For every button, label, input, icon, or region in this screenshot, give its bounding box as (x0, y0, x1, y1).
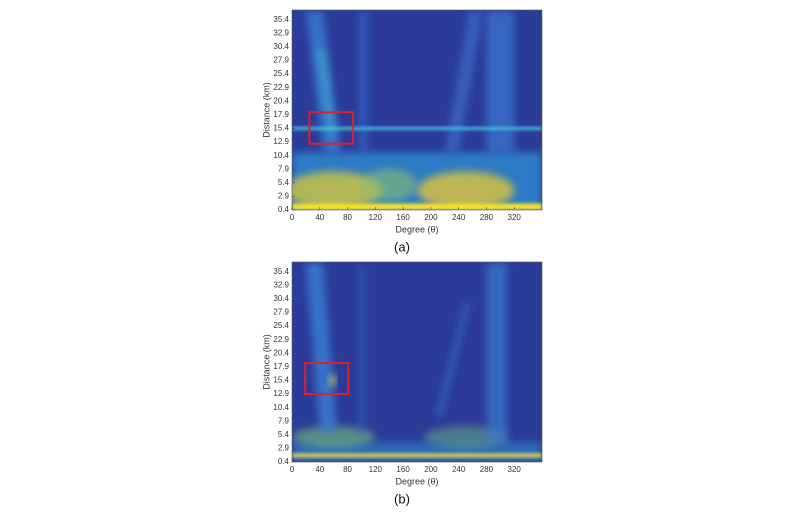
x-tick-label: 0 (290, 213, 295, 222)
heatmap-texture (361, 168, 417, 202)
y-tick-label: 5.4 (278, 178, 290, 187)
x-tick-label: 0 (290, 465, 295, 474)
y-tick-label: 25.4 (273, 69, 289, 78)
plot-frame (291, 261, 543, 463)
y-tick-label: 20.4 (273, 96, 289, 105)
y-tick-label: 27.9 (273, 308, 289, 317)
y-tick-label: 22.9 (273, 83, 289, 92)
y-tick-label: 7.9 (278, 416, 290, 425)
y-tick-label: 10.4 (273, 151, 289, 160)
y-tick-label: 2.9 (278, 192, 290, 201)
x-tick-label: 160 (396, 465, 410, 474)
y-tick-label: 17.9 (273, 362, 289, 371)
heatmap-texture (292, 203, 542, 210)
x-tick-label: 240 (452, 213, 466, 222)
x-tick-label: 120 (369, 465, 383, 474)
y-tick-label: 7.9 (278, 164, 290, 173)
y-tick-label: 17.9 (273, 110, 289, 119)
y-axis-label: Distance (km) (261, 82, 271, 138)
x-tick-label: 80 (343, 465, 352, 474)
x-tick-label: 320 (508, 213, 522, 222)
heatmap-texture (292, 453, 542, 458)
y-tick-label: 12.9 (273, 137, 289, 146)
x-tick-label: 200 (424, 213, 438, 222)
x-tick-label: 40 (315, 465, 324, 474)
heatmap-texture (292, 171, 383, 210)
heatmap-texture (417, 171, 515, 210)
heatmap-texture (486, 11, 515, 153)
y-tick-label: 5.4 (278, 430, 290, 439)
x-tick-label: 320 (508, 465, 522, 474)
x-tick-label: 160 (396, 213, 410, 222)
y-tick-label: 35.4 (273, 15, 289, 24)
heatmap-texture (329, 375, 336, 386)
plot-frame (291, 9, 543, 211)
annotation-box (304, 362, 350, 396)
y-tick-label: 22.9 (273, 335, 289, 344)
annotation-box (308, 111, 355, 145)
x-tick-label: 200 (424, 465, 438, 474)
y-tick-label: 25.4 (273, 321, 289, 330)
y-tick-label: 32.9 (273, 28, 289, 37)
y-tick-label: 0.4 (278, 457, 290, 466)
y-tick-label: 32.9 (273, 280, 289, 289)
caption: (b) (394, 491, 410, 506)
y-tick-label: 27.9 (273, 56, 289, 65)
heatmap-texture (292, 426, 376, 448)
heatmap-texture (357, 263, 365, 432)
x-tick-label: 80 (343, 213, 352, 222)
x-tick-label: 120 (369, 213, 383, 222)
y-tick-label: 30.4 (273, 294, 289, 303)
x-tick-label: 280 (480, 213, 494, 222)
x-tick-label: 240 (452, 465, 466, 474)
y-tick-label: 15.4 (273, 124, 289, 133)
heatmap (292, 262, 542, 462)
y-axis-label: Distance (km) (261, 334, 271, 390)
y-tick-label: 30.4 (273, 42, 289, 51)
x-axis-label: Degree (θ) (395, 224, 438, 234)
heatmap-texture (292, 126, 542, 131)
caption: (a) (394, 239, 410, 254)
y-tick-label: 2.9 (278, 444, 290, 453)
heatmap-texture (444, 11, 483, 153)
y-tick-label: 10.4 (273, 403, 289, 412)
y-tick-label: 20.4 (273, 348, 289, 357)
heatmap (292, 10, 542, 210)
heatmap-texture (305, 263, 338, 432)
y-tick-label: 35.4 (273, 267, 289, 276)
y-tick-label: 15.4 (273, 376, 289, 385)
y-tick-label: 12.9 (273, 389, 289, 398)
heatmap-texture (357, 11, 369, 153)
x-tick-label: 40 (315, 213, 324, 222)
y-tick-label: 0.4 (278, 205, 290, 214)
heatmap-texture (316, 49, 336, 137)
heatmap-texture (436, 301, 470, 416)
heatmap-texture (486, 263, 508, 443)
x-axis-label: Degree (θ) (395, 476, 438, 486)
x-tick-label: 280 (480, 465, 494, 474)
